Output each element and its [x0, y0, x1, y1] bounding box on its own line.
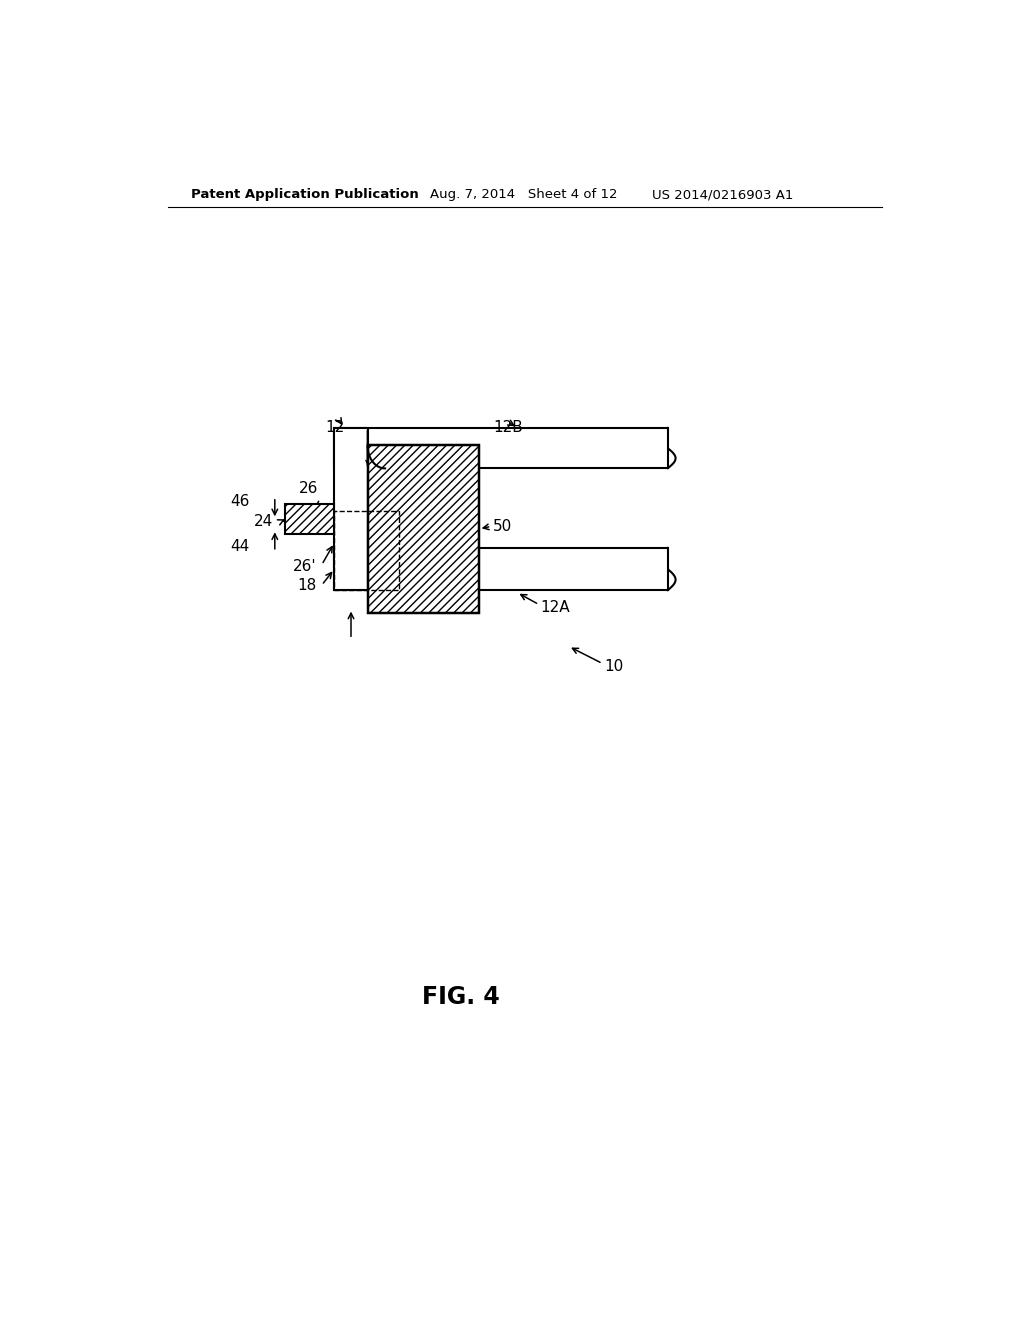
Text: 46: 46 — [230, 495, 250, 510]
Bar — [368, 445, 479, 612]
Bar — [285, 504, 334, 535]
Bar — [334, 428, 368, 590]
Text: 10: 10 — [604, 659, 624, 675]
Text: 28: 28 — [377, 446, 395, 461]
Text: Aug. 7, 2014   Sheet 4 of 12: Aug. 7, 2014 Sheet 4 of 12 — [430, 189, 617, 202]
Text: 50: 50 — [494, 519, 512, 533]
Text: US 2014/0216903 A1: US 2014/0216903 A1 — [652, 189, 794, 202]
Text: 12B: 12B — [494, 420, 523, 436]
Text: 26': 26' — [293, 560, 316, 574]
Text: 12: 12 — [325, 420, 344, 436]
Text: Patent Application Publication: Patent Application Publication — [191, 189, 419, 202]
Text: 44: 44 — [230, 539, 250, 554]
Text: FIG. 4: FIG. 4 — [423, 985, 500, 1008]
Bar — [334, 548, 668, 590]
Text: 18: 18 — [298, 578, 316, 593]
Text: 24: 24 — [253, 513, 272, 529]
Bar — [334, 428, 668, 469]
Text: 26: 26 — [299, 482, 318, 496]
Bar — [334, 511, 399, 590]
Text: 12A: 12A — [541, 601, 570, 615]
